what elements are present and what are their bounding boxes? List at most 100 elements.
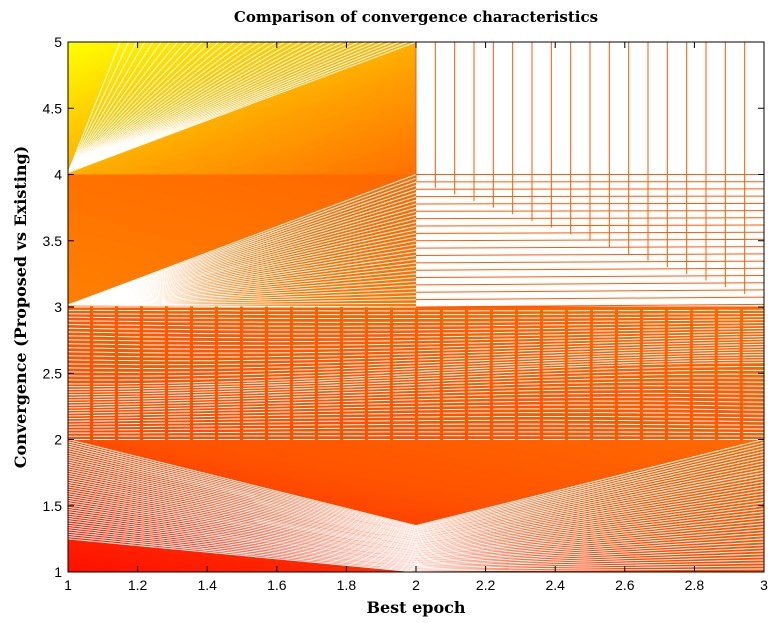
stripe-middle [68, 349, 764, 366]
stripe-upper [68, 280, 417, 306]
stripe-upper [68, 273, 417, 306]
stripe-upper [68, 277, 417, 306]
stripe-lower [68, 463, 764, 538]
stripe-middle [68, 338, 764, 350]
y-tick-label: 3 [54, 299, 62, 315]
stripe-middle [68, 336, 764, 346]
y-tick-label: 2 [54, 432, 62, 448]
y-tick-label: 3.5 [43, 233, 63, 249]
stripe-upper [68, 221, 417, 306]
mesh-line-diagonal [415, 282, 764, 286]
stripe-upper [68, 185, 417, 306]
stripe-lower [68, 459, 764, 536]
y-axis-ticks: 1 1.5 2 2.5 3 3.5 4 4.5 5 [43, 34, 764, 580]
stripe-middle [68, 356, 764, 377]
stripe-lower [68, 484, 764, 548]
y-axis-label: Convergence (Proposed vs Existing) [11, 146, 30, 469]
stripe-lower [68, 448, 764, 531]
stripe-upper [68, 207, 417, 306]
stripe-top [68, 42, 252, 173]
stripe-middle [68, 365, 764, 388]
stripe-top [68, 42, 146, 173]
stripe-lower [68, 497, 764, 554]
stripe-top [68, 42, 343, 173]
stripe-lower [68, 515, 764, 562]
stripe-upper [68, 174, 417, 306]
stripe-lower [68, 439, 764, 527]
stripe-top [68, 42, 359, 173]
mesh-line-diagonal [415, 289, 764, 293]
stripe-upper [68, 262, 417, 306]
stripe-top [68, 42, 261, 173]
stripe-lower [68, 443, 764, 529]
stripe-middle [68, 330, 764, 339]
stripe-upper [68, 254, 417, 306]
stripe-middle [68, 408, 764, 417]
stripe-middle [68, 351, 764, 369]
stripe-lower [68, 481, 764, 547]
stripe-middle [68, 400, 764, 411]
stripe-lower [68, 486, 764, 549]
stripe-upper [68, 229, 417, 306]
stripe-top [68, 42, 187, 173]
stripe-upper [68, 251, 417, 306]
stripe-top [68, 42, 138, 173]
stripe-top [68, 42, 211, 173]
stripe-lower [68, 450, 764, 532]
stripe-lower [68, 499, 764, 555]
stripe-top [68, 42, 384, 173]
stripe-middle [68, 427, 764, 431]
stripe-lower [68, 445, 764, 530]
stripe-top [68, 42, 294, 173]
stripe-top [68, 42, 236, 173]
y-tick-label: 2.5 [43, 365, 63, 381]
stripe-lower [68, 518, 764, 564]
stripe-lower [68, 472, 764, 542]
stripe-upper [68, 214, 417, 306]
stripe-lower [68, 504, 764, 557]
stripe-upper [68, 295, 417, 306]
stripe-middle [68, 404, 764, 414]
stripe-top [68, 42, 376, 173]
stripe-upper [68, 192, 417, 306]
x-tick-label: 1.6 [267, 577, 287, 593]
stripe-lower [68, 538, 764, 572]
stripe-lower [68, 509, 764, 559]
x-axis-ticks: 1 1.2 1.4 1.6 1.8 2 2.2 2.4 2.6 2.8 3 [64, 42, 768, 593]
stripe-top [68, 42, 170, 173]
stripe-lower [68, 470, 764, 541]
stripe-middle [68, 419, 764, 425]
stripe-lower [68, 475, 764, 543]
stripe-upper [68, 269, 417, 306]
stripe-lower [68, 493, 764, 552]
stripe-top [68, 42, 228, 173]
stripe-top [68, 42, 335, 173]
stripe-top [68, 42, 179, 173]
stripe-upper [68, 181, 417, 306]
stripe-middle [68, 423, 764, 428]
x-tick-label: 2.6 [615, 577, 635, 593]
mesh-line-diagonal [415, 202, 764, 205]
stripe-upper [68, 266, 417, 306]
mesh-line-diagonal [415, 296, 764, 301]
x-tick-label: 2 [412, 577, 420, 593]
stripe-top [68, 42, 326, 173]
x-tick-label: 2.8 [685, 577, 705, 593]
stripe-top [68, 42, 121, 173]
stripe-lower [68, 502, 764, 556]
stripe-middle [68, 327, 764, 335]
stripe-lower [68, 457, 764, 535]
stripe-upper [68, 218, 417, 306]
stripe-top [68, 42, 129, 173]
stripe-middle [68, 343, 764, 358]
chart-title: Comparison of convergence characteristic… [234, 8, 598, 26]
stripe-top [68, 42, 269, 173]
stripe-upper [68, 284, 417, 306]
x-tick-label: 1.4 [197, 577, 217, 593]
mesh-stripes [68, 42, 764, 572]
x-tick-label: 1 [64, 577, 72, 593]
y-tick-label: 5 [54, 34, 62, 50]
y-tick-label: 4 [54, 167, 62, 183]
stripe-middle [68, 312, 764, 316]
stripe-middle [68, 354, 764, 373]
